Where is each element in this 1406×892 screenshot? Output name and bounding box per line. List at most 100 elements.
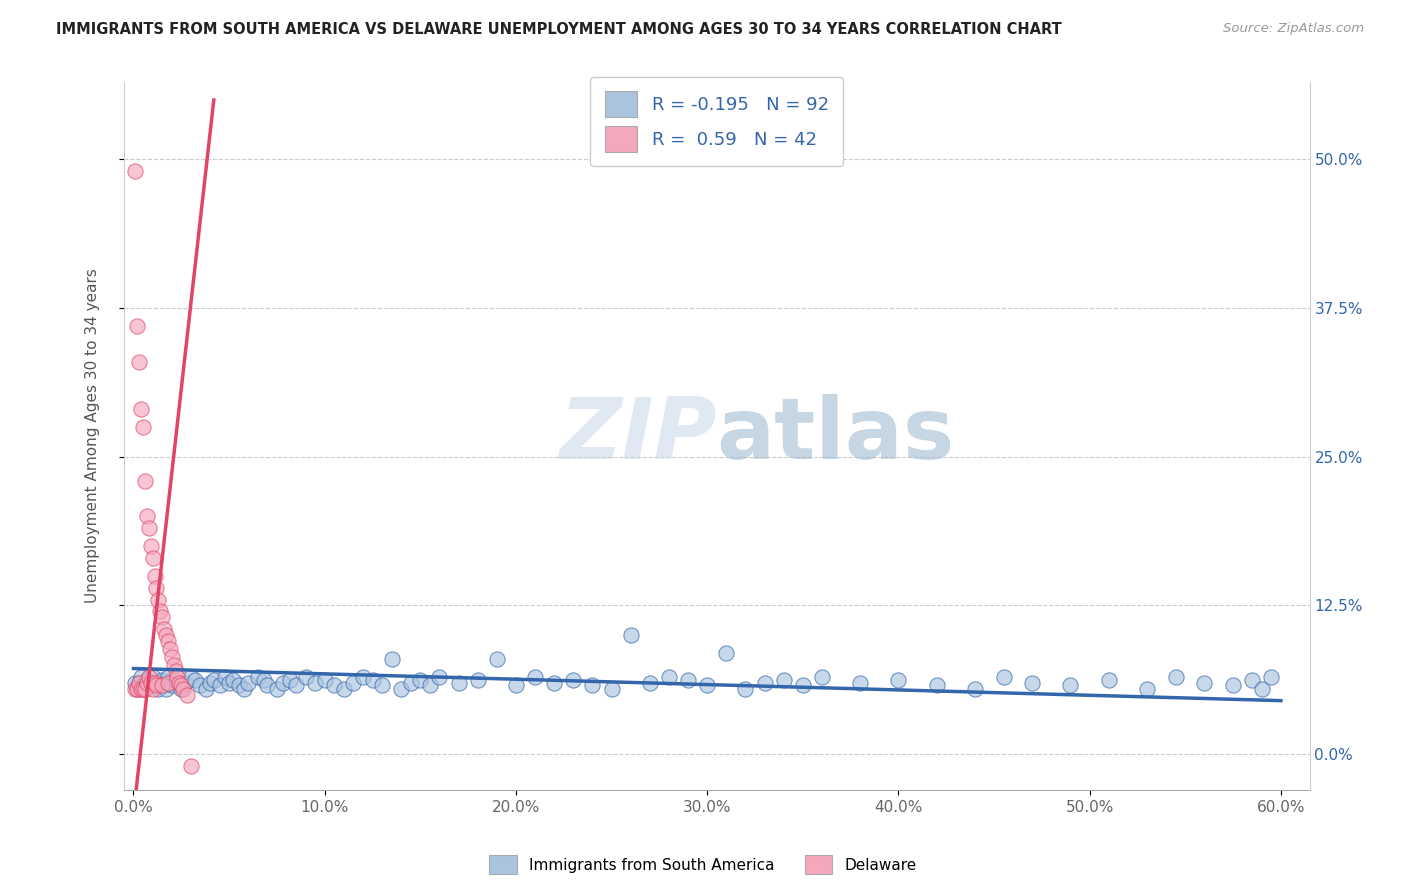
Point <box>1021 675 1043 690</box>
Point <box>183 673 205 688</box>
Point <box>138 678 160 692</box>
Point <box>381 652 404 666</box>
Point <box>143 675 166 690</box>
Point <box>150 673 173 688</box>
Point <box>135 675 157 690</box>
Point <box>165 664 187 678</box>
Point <box>505 678 527 692</box>
Point <box>314 673 336 688</box>
Point <box>581 678 603 692</box>
Point <box>156 670 179 684</box>
Point <box>128 675 150 690</box>
Point <box>139 675 162 690</box>
Point <box>271 675 294 690</box>
Point <box>524 670 547 684</box>
Point <box>963 681 986 696</box>
Point <box>716 646 738 660</box>
Point <box>134 681 156 696</box>
Point <box>361 673 384 688</box>
Point <box>149 675 172 690</box>
Point <box>124 164 146 178</box>
Point <box>142 681 165 696</box>
Point <box>180 759 202 773</box>
Point <box>127 681 149 696</box>
Point <box>139 539 162 553</box>
Point <box>676 673 699 688</box>
Point <box>160 649 183 664</box>
Point <box>658 670 681 684</box>
Point <box>1250 681 1272 696</box>
Point <box>1164 670 1187 684</box>
Point <box>222 673 245 688</box>
Point <box>228 678 250 692</box>
Point <box>127 318 149 333</box>
Point <box>811 670 834 684</box>
Point <box>156 675 179 690</box>
Point <box>1241 673 1264 688</box>
Point <box>887 673 910 688</box>
Point <box>734 681 756 696</box>
Point <box>143 568 166 582</box>
Point <box>132 420 155 434</box>
Legend: R = -0.195   N = 92, R =  0.59   N = 42: R = -0.195 N = 92, R = 0.59 N = 42 <box>591 77 844 166</box>
Point <box>159 642 181 657</box>
Point <box>772 673 794 688</box>
Point <box>134 474 156 488</box>
Point <box>447 675 470 690</box>
Point <box>153 678 176 692</box>
Point <box>172 681 194 696</box>
Point <box>142 550 165 565</box>
Point <box>156 634 179 648</box>
Point <box>1059 678 1081 692</box>
Point <box>169 675 191 690</box>
Point <box>214 670 236 684</box>
Point <box>162 657 184 672</box>
Point <box>419 678 441 692</box>
Point <box>129 402 152 417</box>
Point <box>128 675 150 690</box>
Point <box>202 673 225 688</box>
Point <box>145 678 167 692</box>
Point <box>165 673 187 688</box>
Point <box>134 681 156 696</box>
Point <box>246 670 269 684</box>
Point <box>176 688 198 702</box>
Point <box>149 604 172 618</box>
Point <box>925 678 948 692</box>
Point <box>304 675 326 690</box>
Point <box>150 678 173 692</box>
Point <box>190 678 212 692</box>
Point <box>993 670 1015 684</box>
Point <box>127 681 149 696</box>
Point <box>135 509 157 524</box>
Point <box>485 652 508 666</box>
Point <box>170 681 193 696</box>
Point <box>389 681 412 696</box>
Point <box>238 675 260 690</box>
Point <box>278 673 301 688</box>
Point <box>218 675 240 690</box>
Point <box>155 681 177 696</box>
Point <box>323 678 346 692</box>
Point <box>256 678 278 692</box>
Point <box>696 678 718 692</box>
Point <box>638 675 661 690</box>
Point <box>174 675 197 690</box>
Point <box>129 670 152 684</box>
Point <box>1260 670 1282 684</box>
Point <box>1098 673 1121 688</box>
Point <box>148 681 170 696</box>
Text: Source: ZipAtlas.com: Source: ZipAtlas.com <box>1223 22 1364 36</box>
Point <box>155 628 177 642</box>
Point <box>139 675 162 690</box>
Point <box>467 673 489 688</box>
Point <box>145 581 167 595</box>
Point <box>399 675 422 690</box>
Point <box>1194 675 1216 690</box>
Point <box>132 678 155 692</box>
Point <box>160 678 183 692</box>
Point <box>124 675 146 690</box>
Point <box>352 670 374 684</box>
Point <box>128 354 150 368</box>
Point <box>620 628 643 642</box>
